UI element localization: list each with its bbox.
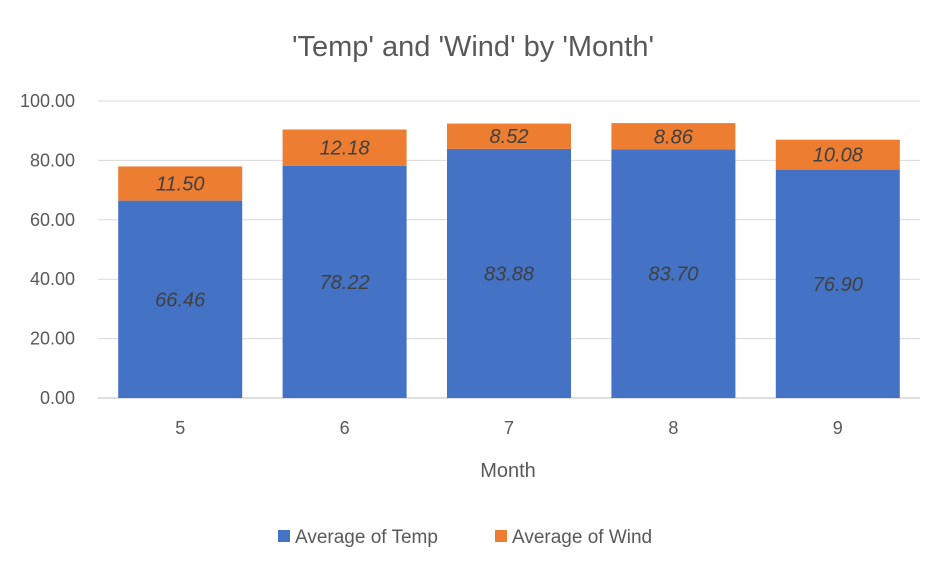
bar-temp <box>118 200 243 398</box>
x-tick-label: 5 <box>175 418 185 438</box>
bar-temp <box>447 148 571 398</box>
data-label: 8.52 <box>490 126 529 148</box>
x-axis-ticks: 5 6 7 8 9 <box>175 418 843 438</box>
data-labels: 66.46 11.50 78.22 12.18 83.88 8.52 83.70 8.86 76… <box>155 126 863 311</box>
bar-wind <box>447 123 571 149</box>
data-label: 12.18 <box>320 138 370 160</box>
data-label: 83.88 <box>484 263 534 285</box>
data-label: 76.90 <box>813 274 863 296</box>
legend: Average of Temp Average of Wind <box>278 527 652 548</box>
bars <box>118 123 900 398</box>
legend-swatch <box>278 530 290 542</box>
y-tick-label: 80.00 <box>30 150 75 170</box>
x-tick-label: 6 <box>340 418 350 438</box>
data-label: 78.22 <box>320 272 370 294</box>
bar-temp <box>775 169 900 398</box>
x-tick-label: 7 <box>504 418 514 438</box>
y-tick-label: 40.00 <box>30 269 75 289</box>
data-label: 66.46 <box>155 289 206 311</box>
chart-title: 'Temp' and 'Wind' by 'Month' <box>292 31 654 63</box>
data-label: 10.08 <box>813 145 863 167</box>
y-tick-label: 0.00 <box>40 388 75 408</box>
legend-label: Average of Temp <box>295 527 438 548</box>
data-label: 83.70 <box>648 264 698 286</box>
y-axis-ticks: 0.00 20.00 40.00 60.00 80.00 100.00 <box>20 91 75 408</box>
data-label: 11.50 <box>156 174 205 196</box>
bar-temp <box>282 165 407 398</box>
bar-wind <box>611 123 736 150</box>
bar-wind <box>282 129 407 166</box>
x-tick-label: 8 <box>668 418 678 438</box>
bar-wind <box>775 139 900 170</box>
legend-swatch <box>495 530 507 542</box>
y-tick-label: 60.00 <box>30 210 75 230</box>
data-label: 8.86 <box>654 126 694 148</box>
bar-wind <box>118 166 243 201</box>
x-tick-label: 9 <box>833 418 843 438</box>
y-tick-label: 20.00 <box>30 329 75 349</box>
bar-temp <box>611 149 736 398</box>
legend-label: Average of Wind <box>512 527 652 548</box>
x-axis-title: Month <box>480 460 536 482</box>
y-tick-label: 100.00 <box>20 91 75 111</box>
